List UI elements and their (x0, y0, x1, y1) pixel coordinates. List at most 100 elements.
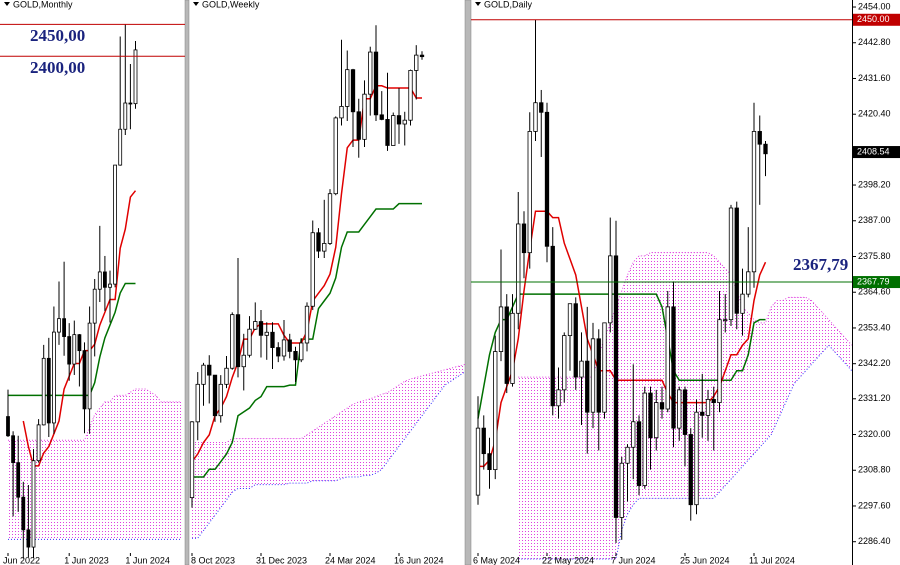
level-annotation: 2400,00 (30, 58, 85, 77)
candle-body (636, 421, 642, 486)
candle-body (728, 207, 734, 321)
candle-body (133, 49, 138, 105)
panel-separator (184, 0, 190, 565)
level-box (853, 276, 900, 289)
x-tick-label: 1 Jun 2024 (125, 555, 170, 565)
candle-body (258, 321, 264, 336)
candle-body (230, 314, 235, 369)
candle-body (270, 331, 275, 348)
candle-body (734, 207, 739, 314)
candle-body (103, 271, 107, 288)
candle-body (304, 305, 310, 344)
candle-body (235, 314, 241, 368)
x-tick-label: Jun 2022 (3, 555, 40, 565)
candle-body (396, 115, 402, 125)
candle-body (705, 399, 711, 416)
candle-body (379, 114, 384, 120)
candle-body (123, 102, 128, 130)
chart-panel (0, 23, 185, 559)
candle-body (493, 351, 498, 471)
candle-body (218, 383, 223, 417)
cloud-fill (8, 389, 182, 540)
level-label: 2450.00 (857, 14, 890, 24)
candle-body (757, 131, 762, 145)
candle-body (700, 411, 705, 416)
candle-body (613, 255, 619, 518)
candle-body (21, 496, 26, 531)
chart-panel (189, 25, 465, 539)
candle-body (362, 93, 367, 140)
level-box (853, 13, 900, 26)
candle-body (475, 427, 481, 496)
candle-body (281, 339, 287, 357)
cloud-span-a (518, 252, 852, 378)
candle-body (671, 306, 676, 429)
candle-body (276, 347, 281, 357)
candle-body (544, 111, 550, 247)
candle-body (67, 336, 72, 365)
candle-body (368, 51, 373, 95)
candle-body (608, 255, 613, 324)
candle-body (665, 306, 670, 410)
y-tick-label: 2387.00 (858, 215, 891, 225)
candle-body (31, 460, 36, 548)
candle-body (602, 322, 607, 413)
candle-body (333, 117, 338, 195)
candle-body (567, 303, 573, 337)
candle-body (253, 321, 258, 330)
candle-body (57, 318, 61, 333)
y-tick-label: 2320.00 (858, 429, 891, 439)
kijun-line (8, 282, 136, 397)
x-tick-label: 22 May 2024 (542, 555, 594, 565)
candle-body (659, 402, 665, 410)
candle-body (711, 399, 716, 404)
y-tick-label: 2308.80 (858, 465, 891, 475)
candle-body (241, 354, 246, 368)
candle-body (590, 338, 596, 413)
candle-body (504, 306, 509, 384)
candle-body (46, 357, 51, 424)
candle-body (128, 102, 133, 105)
x-tick-label: 6 May 2024 (473, 555, 520, 565)
last-price-box (853, 146, 900, 159)
candle-body (596, 338, 601, 413)
candle-body (264, 331, 269, 336)
y-tick-label: 2342.20 (858, 358, 891, 368)
cloud-fill (192, 364, 465, 539)
y-tick-label: 2353.40 (858, 322, 891, 332)
candle-body (373, 51, 379, 116)
title-arrow (4, 2, 10, 6)
candle-body (26, 529, 31, 548)
candle-body (299, 342, 304, 361)
level-annotation: 2450,00 (30, 26, 85, 45)
candle-body (287, 339, 292, 352)
candle-body (573, 303, 578, 378)
title-arrow (193, 2, 199, 6)
candle-body (212, 374, 218, 417)
panel-separator (464, 0, 472, 565)
chart-panel (471, 19, 852, 560)
candle-body (11, 435, 16, 464)
candle-body (550, 245, 555, 407)
cloud-span-a (8, 388, 182, 441)
y-tick-label: 2454.00 (858, 1, 891, 11)
last-price-label: 2408.54 (857, 146, 890, 156)
candle-body (751, 131, 757, 273)
candle-body (385, 119, 390, 146)
candle-body (72, 334, 77, 365)
candle-body (189, 421, 195, 499)
candle-body (579, 360, 584, 378)
candle-body (391, 115, 396, 146)
y-tick-label: 2286.40 (858, 536, 891, 546)
y-tick-label: 2431.60 (858, 73, 891, 83)
candle-body (316, 232, 321, 252)
candle-body (293, 351, 298, 361)
candle-body (562, 335, 567, 391)
x-tick-label: 1 Jun 2023 (64, 555, 109, 565)
candle-body (77, 334, 82, 352)
candle-body (723, 319, 728, 322)
candle-body (510, 312, 515, 384)
candle-body (746, 271, 751, 295)
candle-body (740, 293, 745, 314)
candle-body (631, 421, 636, 448)
